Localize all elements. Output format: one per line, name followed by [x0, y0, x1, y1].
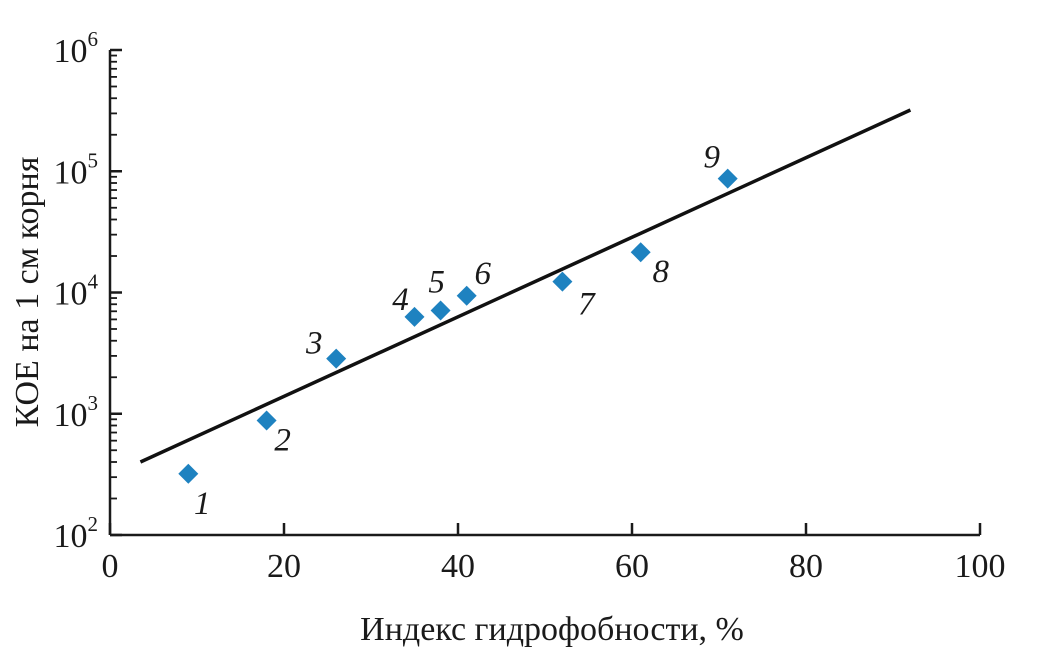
- data-points: [178, 168, 738, 484]
- x-tick-label-100: 100: [955, 548, 1006, 585]
- x-tick-label-60: 60: [615, 548, 649, 585]
- data-point-7: [552, 271, 573, 292]
- x-axis-title: Индекс гидрофобности, %: [360, 611, 744, 648]
- axes: [108, 50, 980, 537]
- y-tick-label-1e4: 104: [54, 270, 99, 313]
- point-label-6: 6: [474, 256, 491, 292]
- tick-marks: [108, 48, 982, 537]
- y-tick-label-1e2: 102: [54, 512, 99, 555]
- data-point-1: [178, 463, 199, 484]
- x-tick-label-80: 80: [789, 548, 823, 585]
- trend-line-group: [139, 108, 912, 464]
- point-label-3: 3: [305, 326, 323, 362]
- y-tick-label-1e6: 106: [54, 27, 99, 70]
- x-tick-label-40: 40: [441, 548, 475, 585]
- point-label-8: 8: [652, 254, 669, 290]
- point-label-9: 9: [703, 140, 720, 176]
- point-label-4: 4: [392, 282, 409, 318]
- trend-line: [139, 108, 912, 464]
- data-point-2: [256, 410, 277, 431]
- data-point-9: [717, 168, 738, 189]
- point-label-5: 5: [428, 265, 445, 301]
- data-point-3: [326, 348, 347, 369]
- point-label-2: 2: [274, 422, 291, 458]
- y-tick-label-1e3: 103: [54, 391, 99, 434]
- point-label-7: 7: [578, 287, 596, 323]
- data-point-6: [456, 285, 477, 306]
- data-point-4: [404, 306, 425, 327]
- data-point-8: [630, 242, 651, 263]
- y-tick-labels: 102 103 104 105 106: [54, 27, 99, 555]
- data-point-5: [430, 300, 451, 321]
- x-tick-labels: 0 20 40 60 80 100: [102, 548, 1006, 585]
- y-tick-label-1e5: 105: [54, 148, 99, 191]
- x-tick-label-20: 20: [267, 548, 301, 585]
- y-axis-title: КОЕ на 1 см корня: [9, 156, 46, 427]
- point-labels: 1 2 3 4 5 6 7 8 9: [194, 140, 720, 522]
- x-tick-label-0: 0: [102, 548, 119, 585]
- point-label-1: 1: [194, 486, 211, 522]
